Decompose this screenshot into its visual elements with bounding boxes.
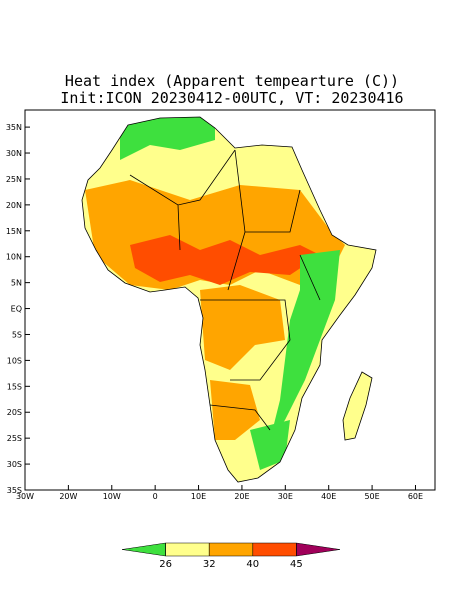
borders xyxy=(129,149,321,431)
map-frame-group xyxy=(24,109,436,491)
y-tick-label: 25S xyxy=(7,434,22,443)
y-tick-label: 5N xyxy=(11,279,22,288)
x-tick-label: 0 xyxy=(153,492,158,501)
x-tick-label: 40E xyxy=(321,492,336,501)
y-tick-label: 10S xyxy=(7,356,22,365)
colorbar-label: 26 xyxy=(159,559,172,570)
coastlines xyxy=(81,116,377,483)
y-tick-label: 15N xyxy=(6,227,22,236)
colorbar-segment xyxy=(165,542,210,557)
y-tick-label: 20N xyxy=(6,201,22,210)
y-tick-label: 5S xyxy=(12,330,22,339)
colorbar: 26 32 40 45 xyxy=(121,542,341,570)
africa-coast xyxy=(81,116,377,483)
x-tick-label: 20W xyxy=(59,492,77,501)
x-tick-label: 10E xyxy=(191,492,206,501)
axes: 35N 30N 25N 20N 15N 10N 5N EQ 5S 10S 15S 20S 25S 30S 3… xyxy=(6,123,423,501)
subtitle: Init:ICON 20230412-00UTC, VT: 20230416 xyxy=(60,89,403,107)
south-band xyxy=(210,380,260,440)
y-tick-label: 35S xyxy=(7,486,22,495)
colorbar-label: 32 xyxy=(203,559,216,570)
y-tick-label: 35N xyxy=(6,123,22,132)
hot-band xyxy=(130,235,320,285)
southeast-green xyxy=(250,420,290,470)
title: Heat index (Apparent tempearture (C)) xyxy=(65,72,399,90)
x-tick-label: 30W xyxy=(16,492,34,501)
colorbar-segment xyxy=(121,542,166,557)
x-tick-label: 20E xyxy=(234,492,249,501)
y-tick-label: EQ xyxy=(11,305,22,314)
y-tick-label: 25N xyxy=(6,175,22,184)
colorbar-label: 45 xyxy=(290,559,303,570)
colorbar-segment xyxy=(208,542,254,557)
central-band xyxy=(200,285,285,370)
colorbar-segment xyxy=(296,542,341,557)
madagascar-coast xyxy=(342,371,373,441)
colorbar-label: 40 xyxy=(246,559,259,570)
east-green xyxy=(270,250,340,440)
x-tick-label: 50E xyxy=(364,492,379,501)
y-tick-label: 10N xyxy=(6,253,22,262)
y-tick-label: 30N xyxy=(6,149,22,158)
colorbar-segment xyxy=(252,542,297,557)
x-tick-label: 10W xyxy=(103,492,121,501)
y-tick-label: 30S xyxy=(7,460,22,469)
x-tick-label: 60E xyxy=(408,492,423,501)
x-tick-label: 30E xyxy=(278,492,293,501)
y-tick-label: 20S xyxy=(7,408,22,417)
north-green xyxy=(120,117,215,160)
y-tick-label: 15S xyxy=(7,382,22,391)
